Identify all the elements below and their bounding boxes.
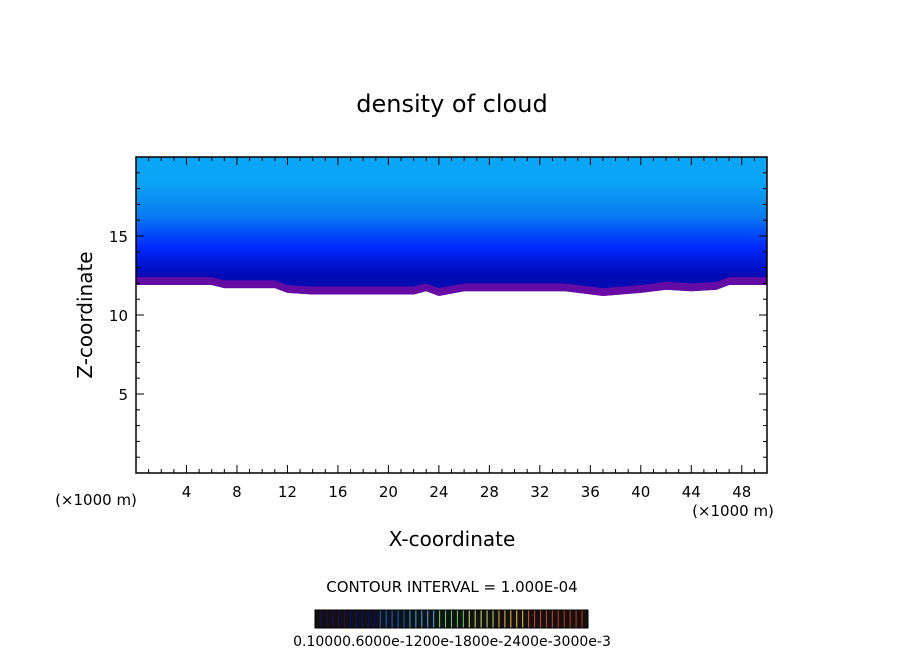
colorbar-swatch [314, 609, 322, 629]
colorbar-swatch [439, 609, 447, 629]
cloud-base-band [136, 277, 767, 297]
colorbar-swatch [326, 609, 334, 629]
colorbar-swatch [492, 609, 500, 629]
colorbar-swatch [504, 609, 512, 629]
x-tick-label: 36 [581, 483, 600, 501]
colorbar-swatch [474, 609, 482, 629]
x-axis-label: X-coordinate [389, 527, 516, 551]
colorbar-swatch [557, 609, 565, 629]
colorbar-swatch [379, 609, 387, 629]
colorbar-swatch [480, 609, 488, 629]
colorbar-swatch [498, 609, 506, 629]
x-tick-label: 32 [530, 483, 549, 501]
colorbar-swatch [451, 609, 458, 629]
contour-interval-label: CONTOUR INTERVAL = 1.000E-04 [326, 578, 577, 596]
x-tick-label: 16 [328, 483, 347, 501]
colorbar-swatch [581, 609, 589, 629]
colorbar-swatch [468, 609, 476, 629]
y-tick-label: 10 [109, 307, 128, 325]
colorbar-swatch [545, 609, 553, 629]
colorbar-swatch [516, 609, 524, 629]
x-tick-label: 24 [429, 483, 448, 501]
colorbar-swatch [361, 609, 369, 629]
y-axis-label: Z-coordinate [73, 251, 97, 378]
colorbar-swatch [528, 609, 536, 629]
y-axis-ticks: 5 10 15 [109, 172, 767, 458]
colorbar-swatch [456, 609, 464, 629]
y-tick-label: 15 [109, 228, 128, 246]
colorbar-swatch [397, 609, 405, 629]
colorbar-swatch [433, 609, 441, 629]
colorbar-swatch [569, 609, 577, 629]
x-tick-label: 20 [379, 483, 398, 501]
colorbar-swatch [356, 609, 363, 629]
colorbar-swatch [540, 609, 547, 629]
colorbar-tick-labels: 0.10000.6000e-1200e-1800e-2400e-3000e-3 [293, 634, 611, 650]
colorbar-swatch [510, 609, 518, 629]
colorbar-swatch [486, 609, 494, 629]
colorbar-swatch [415, 609, 423, 629]
colorbar-swatch [534, 609, 542, 629]
colorbar-swatch [367, 609, 375, 629]
colorbar-swatch [385, 609, 393, 629]
x-tick-label: 12 [278, 483, 297, 501]
y-tick-label: 5 [118, 386, 128, 404]
colorbar-swatch [575, 609, 583, 629]
colorbar-swatch [409, 609, 417, 629]
colorbar-swatch [320, 609, 328, 629]
x-tick-label: 28 [480, 483, 499, 501]
colorbar-swatch [522, 609, 530, 629]
x-axis-ticks: 4 8 12 16 20 24 28 32 36 40 44 48 [148, 157, 755, 501]
colorbar-swatch [403, 609, 411, 629]
colorbar-swatch [462, 609, 470, 629]
cloud-density-field [136, 157, 767, 297]
colorbar-swatch [427, 609, 435, 629]
colorbar-swatch [551, 609, 559, 629]
x-tick-label: 48 [732, 483, 751, 501]
x-unit-left: (×1000 m) [55, 491, 137, 509]
colorbar [314, 609, 589, 629]
colorbar-swatch [344, 609, 352, 629]
x-tick-label: 8 [232, 483, 242, 501]
colorbar-swatch [350, 609, 358, 629]
x-tick-label: 4 [182, 483, 192, 501]
colorbar-swatch [338, 609, 346, 629]
colorbar-swatch [563, 609, 571, 629]
colorbar-swatch [373, 609, 381, 629]
colorbar-swatch [332, 609, 340, 629]
colorbar-swatch [445, 609, 452, 629]
x-tick-label: 40 [631, 483, 650, 501]
colorbar-swatch [391, 609, 399, 629]
chart-title: density of cloud [356, 90, 547, 118]
colorbar-swatch [421, 609, 429, 629]
x-unit-right: (×1000 m) [692, 502, 774, 520]
x-tick-label: 44 [682, 483, 701, 501]
cloud-field-area [136, 157, 767, 297]
